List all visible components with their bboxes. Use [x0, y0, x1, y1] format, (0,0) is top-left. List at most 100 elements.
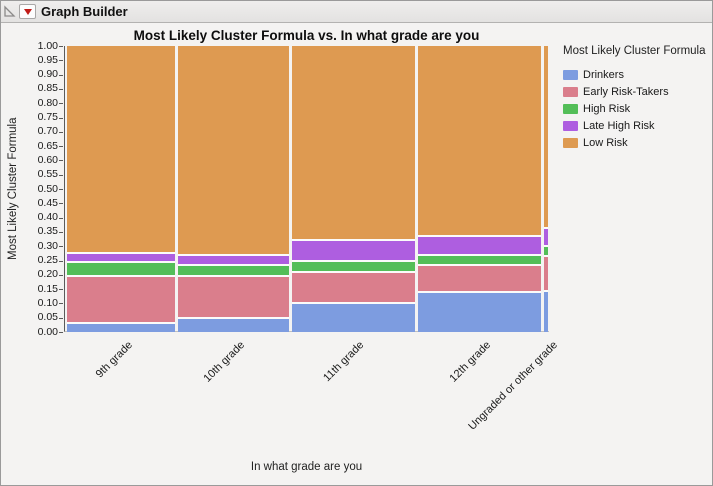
mosaic-segment-high-risk[interactable] — [291, 261, 415, 271]
mosaic-segment-early-risk-takers[interactable] — [291, 272, 415, 303]
legend-label: Late High Risk — [583, 119, 655, 132]
mosaic-segment-early-risk-takers[interactable] — [544, 257, 548, 290]
mosaic-segment-late-high-risk[interactable] — [178, 255, 289, 264]
y-tick-label: 0.85 — [37, 82, 58, 95]
mosaic-bar — [291, 46, 415, 332]
mosaic-segment-early-risk-takers[interactable] — [178, 277, 289, 317]
y-tick-mark — [59, 88, 63, 90]
chart-title[interactable]: Most Likely Cluster Formula vs. In what … — [133, 28, 480, 43]
window-title: Graph Builder — [41, 4, 128, 19]
y-tick-mark — [59, 303, 63, 305]
y-tick-label: 0.60 — [37, 153, 58, 166]
mosaic-segment-early-risk-takers[interactable] — [67, 277, 176, 323]
mosaic-bar — [544, 46, 548, 332]
legend-label: Early Risk-Takers — [583, 85, 669, 98]
y-tick-mark — [59, 46, 63, 47]
mosaic-segment-drinkers[interactable] — [67, 324, 176, 332]
mosaic-segment-low-risk[interactable] — [417, 46, 542, 236]
legend-swatch[interactable] — [563, 86, 578, 97]
red-triangle-menu-icon[interactable] — [19, 4, 36, 19]
mosaic-segment-drinkers[interactable] — [417, 292, 542, 332]
mosaic-segment-drinkers[interactable] — [178, 318, 289, 332]
legend-label: High Risk — [583, 102, 631, 115]
mosaic-segment-late-high-risk[interactable] — [291, 241, 415, 260]
mosaic-segment-high-risk[interactable] — [544, 247, 548, 256]
legend-item-late-high-risk[interactable]: Late High Risk — [563, 117, 712, 134]
y-tick-label: 0.75 — [37, 111, 58, 123]
legend: Most Likely Cluster Formula Drinkers Earl… — [563, 45, 712, 151]
mosaic-bar — [178, 46, 289, 332]
mosaic-bar — [417, 46, 542, 332]
mosaic-segment-low-risk[interactable] — [67, 46, 176, 253]
legend-item-high-risk[interactable]: High Risk — [563, 100, 712, 117]
y-tick-label: 0.90 — [37, 68, 58, 81]
legend-label: Drinkers — [583, 68, 624, 81]
y-tick-label: 0.25 — [37, 254, 58, 266]
y-tick-label: 0.10 — [37, 296, 58, 309]
legend-item-drinkers[interactable]: Drinkers — [563, 66, 712, 83]
mosaic-segment-high-risk[interactable] — [417, 255, 542, 264]
mosaic-segment-low-risk[interactable] — [291, 46, 415, 240]
y-tick-label: 0.45 — [37, 196, 58, 209]
legend-item-early-risk-takers[interactable]: Early Risk-Takers — [563, 83, 712, 100]
y-tick-mark — [59, 74, 63, 76]
y-tick-mark — [59, 103, 63, 105]
x-tick-label[interactable]: 10th grade — [201, 339, 247, 385]
y-tick-mark — [59, 332, 63, 333]
legend-swatch[interactable] — [563, 137, 578, 148]
y-tick-mark — [59, 260, 63, 262]
y-tick-label: 0.70 — [37, 125, 58, 138]
y-tick-label: 0.30 — [37, 239, 58, 252]
y-tick-mark — [59, 317, 63, 319]
legend-swatch[interactable] — [563, 69, 578, 80]
y-tick-label: 1.00 — [37, 39, 58, 52]
y-tick-mark — [59, 289, 63, 291]
y-tick-mark — [59, 231, 63, 233]
y-tick-mark — [59, 217, 63, 219]
y-tick-mark — [59, 117, 63, 119]
y-tick-label: 0.55 — [37, 168, 58, 181]
mosaic-segment-drinkers[interactable] — [544, 291, 548, 332]
x-tick-label[interactable]: 11th grade — [321, 339, 367, 385]
y-tick-mark — [59, 160, 63, 162]
mosaic-segment-late-high-risk[interactable] — [417, 237, 542, 254]
y-tick-label: 0.05 — [37, 311, 58, 324]
mosaic-segment-high-risk[interactable] — [178, 265, 289, 276]
y-tick-mark — [59, 189, 63, 190]
mosaic-segment-late-high-risk[interactable] — [544, 228, 548, 246]
y-tick-mark — [59, 274, 63, 276]
legend-swatch[interactable] — [563, 120, 578, 131]
y-tick-mark — [59, 131, 63, 133]
y-tick-mark — [59, 60, 63, 62]
mosaic-segment-high-risk[interactable] — [67, 262, 176, 276]
legend-swatch[interactable] — [563, 103, 578, 114]
y-tick-label: 0.00 — [37, 325, 58, 338]
y-tick-label: 0.40 — [37, 211, 58, 224]
y-tick-label: 0.65 — [37, 139, 58, 152]
y-tick-mark — [59, 246, 63, 248]
mosaic-segment-low-risk[interactable] — [544, 46, 548, 227]
x-tick-label[interactable]: 12th grade — [447, 339, 494, 385]
x-axis-title[interactable]: In what grade are you — [250, 461, 363, 473]
mosaic-segment-late-high-risk[interactable] — [67, 254, 176, 261]
y-tick-label: 0.35 — [37, 225, 58, 238]
legend-label: Low Risk — [583, 136, 628, 149]
y-tick-mark — [59, 203, 63, 205]
y-tick-label: 0.95 — [37, 53, 58, 66]
mosaic-segment-low-risk[interactable] — [178, 46, 289, 254]
y-tick-label: 0.15 — [37, 282, 58, 295]
mosaic-segment-drinkers[interactable] — [291, 304, 415, 332]
y-tick-label: 0.20 — [37, 268, 58, 281]
report-titlebar: Graph Builder — [1, 1, 712, 23]
mosaic-bar — [67, 46, 176, 332]
collapse-disclosure-icon[interactable] — [3, 5, 16, 18]
mosaic-segment-early-risk-takers[interactable] — [417, 265, 542, 291]
mosaic-plot-area — [64, 46, 549, 332]
y-tick-mark — [59, 174, 63, 176]
y-tick-label: 0.50 — [37, 182, 58, 195]
legend-title: Most Likely Cluster Formula — [563, 45, 706, 57]
x-tick-label[interactable]: 9th grade — [93, 339, 135, 381]
legend-item-low-risk[interactable]: Low Risk — [563, 134, 712, 151]
y-tick-label: 0.80 — [37, 96, 58, 109]
